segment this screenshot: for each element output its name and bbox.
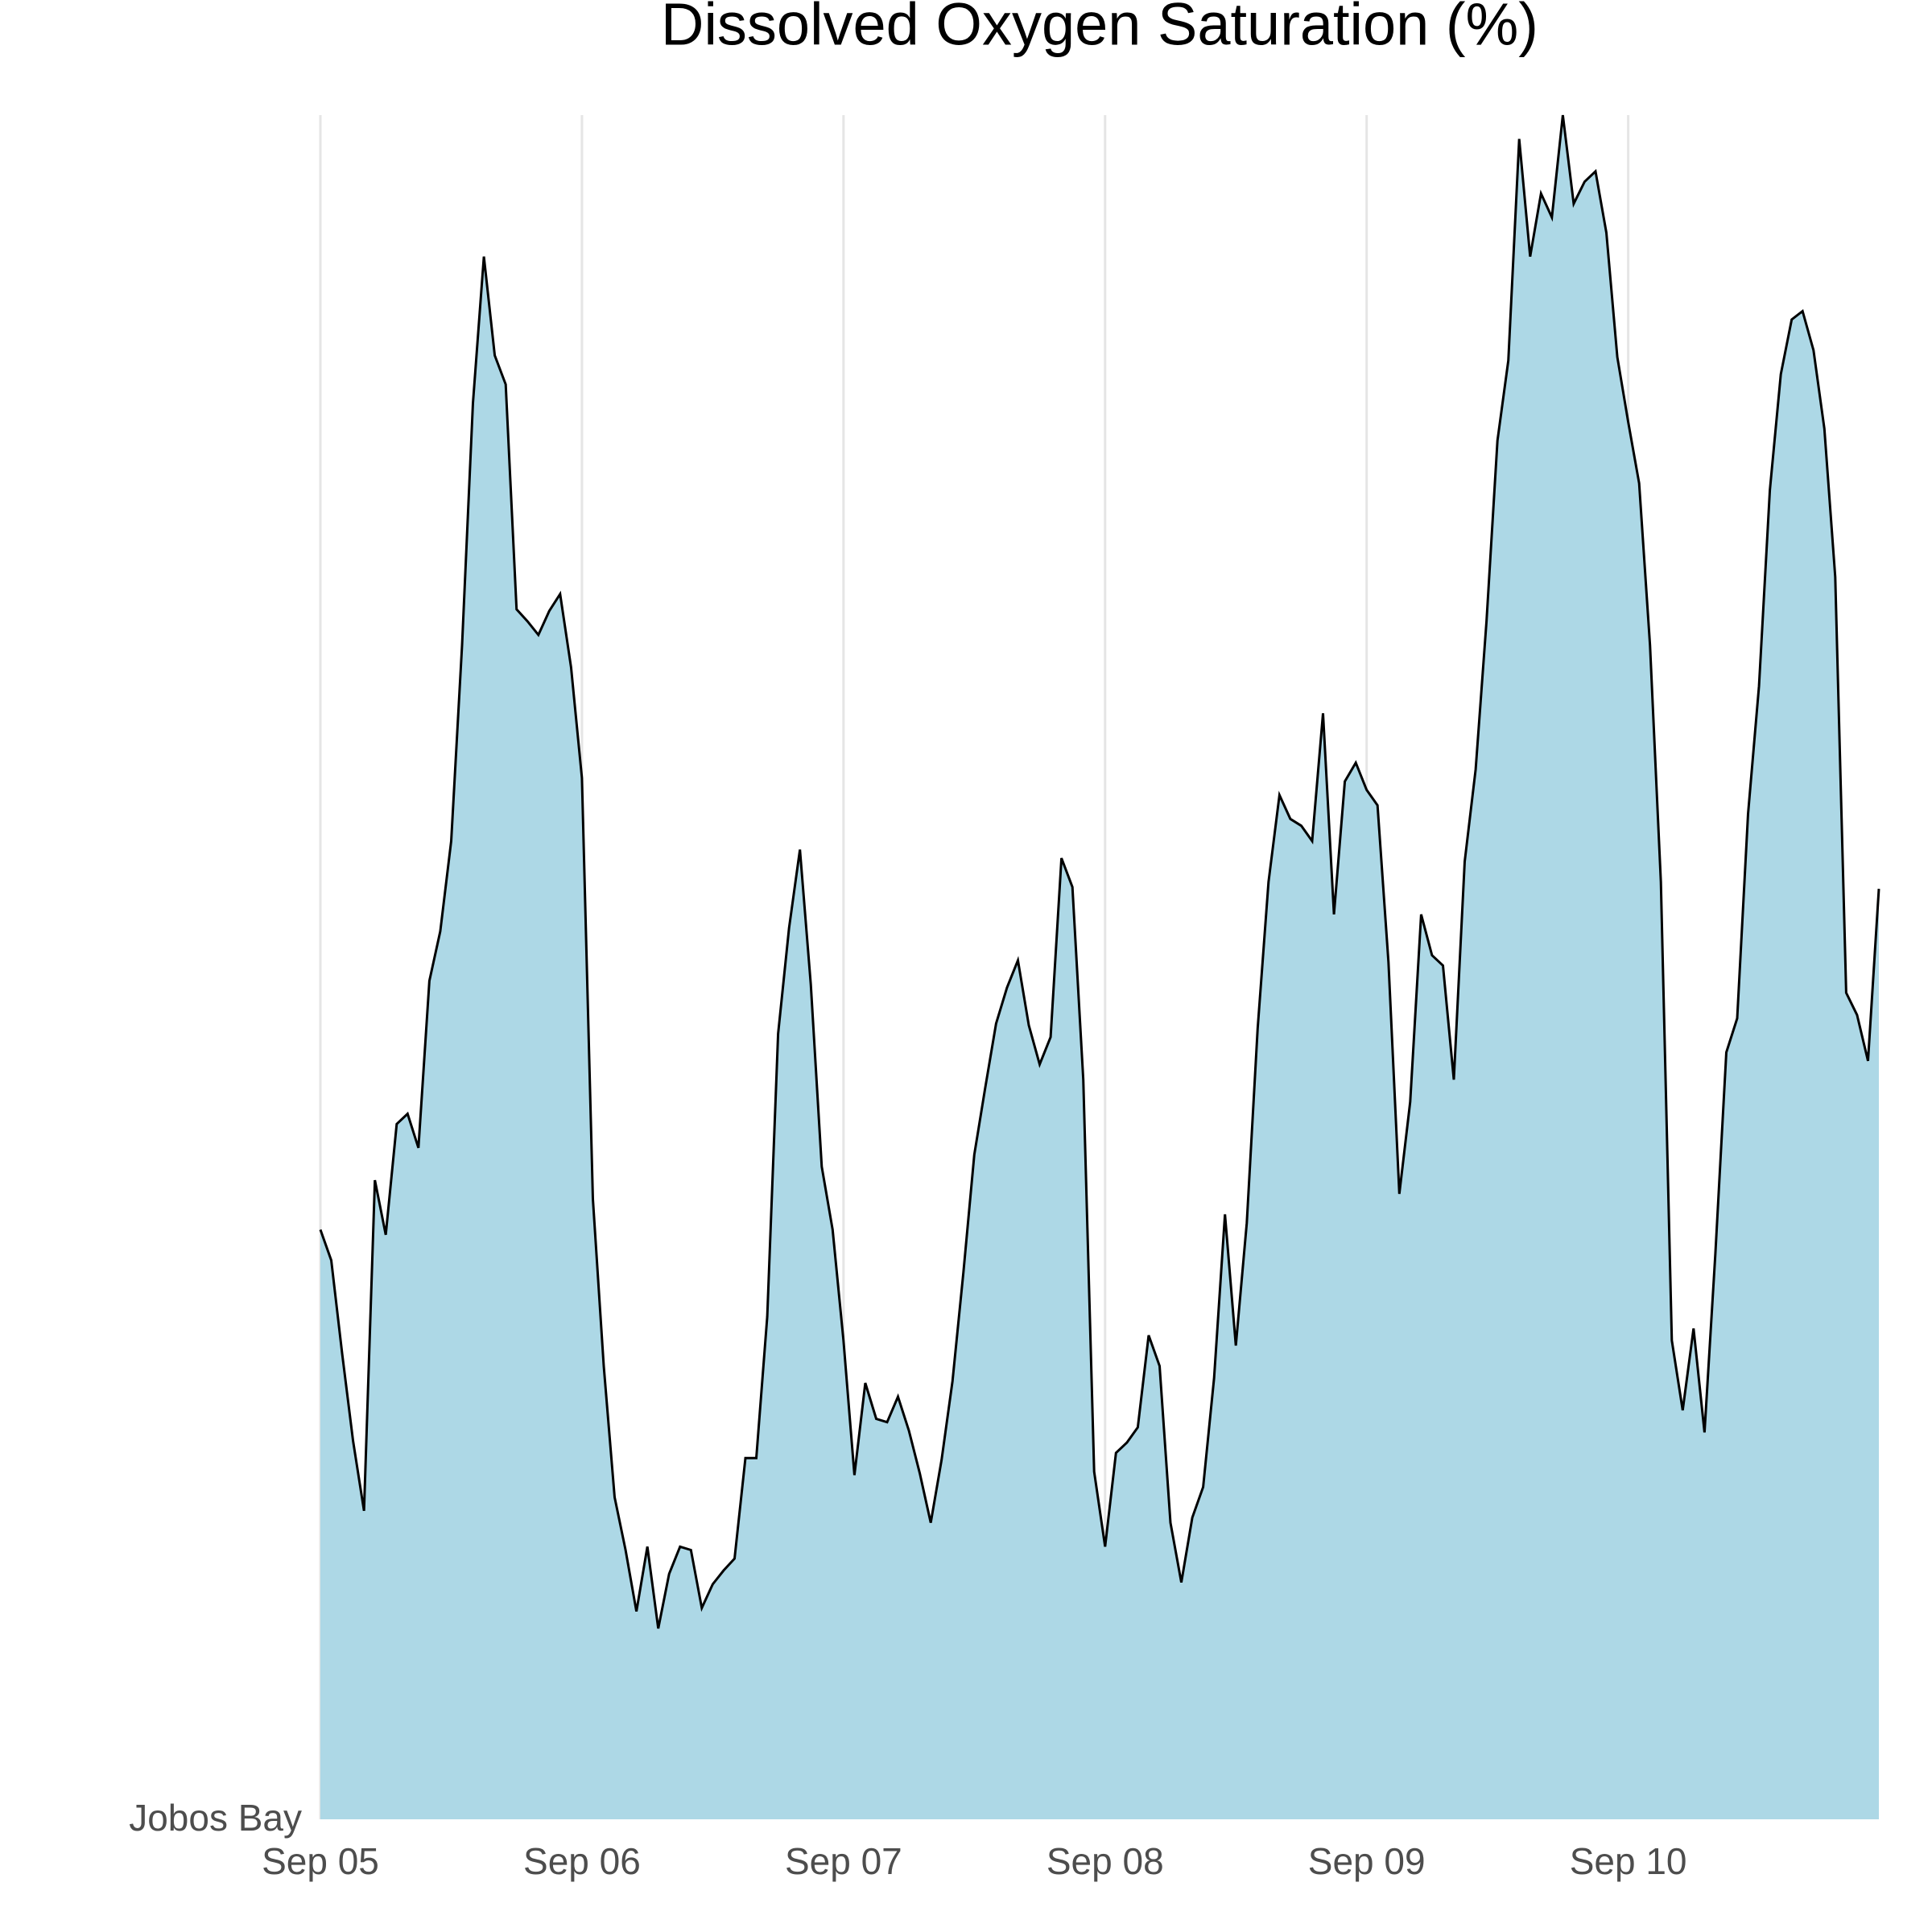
x-tick-label: Sep 06 bbox=[523, 1840, 641, 1882]
x-tick-label: Sep 09 bbox=[1308, 1840, 1426, 1882]
area-line bbox=[319, 114, 1880, 1629]
y-category-label: Jobos Bay bbox=[129, 1797, 302, 1839]
chart-title: Dissolved Oxygen Saturation (%) bbox=[661, 0, 1538, 58]
x-tick-label: Sep 08 bbox=[1046, 1840, 1164, 1882]
x-tick-label: Sep 07 bbox=[785, 1840, 902, 1882]
x-tick-label: Sep 10 bbox=[1570, 1840, 1687, 1882]
area-fill bbox=[320, 115, 1879, 1819]
x-tick-label: Sep 05 bbox=[262, 1840, 379, 1882]
